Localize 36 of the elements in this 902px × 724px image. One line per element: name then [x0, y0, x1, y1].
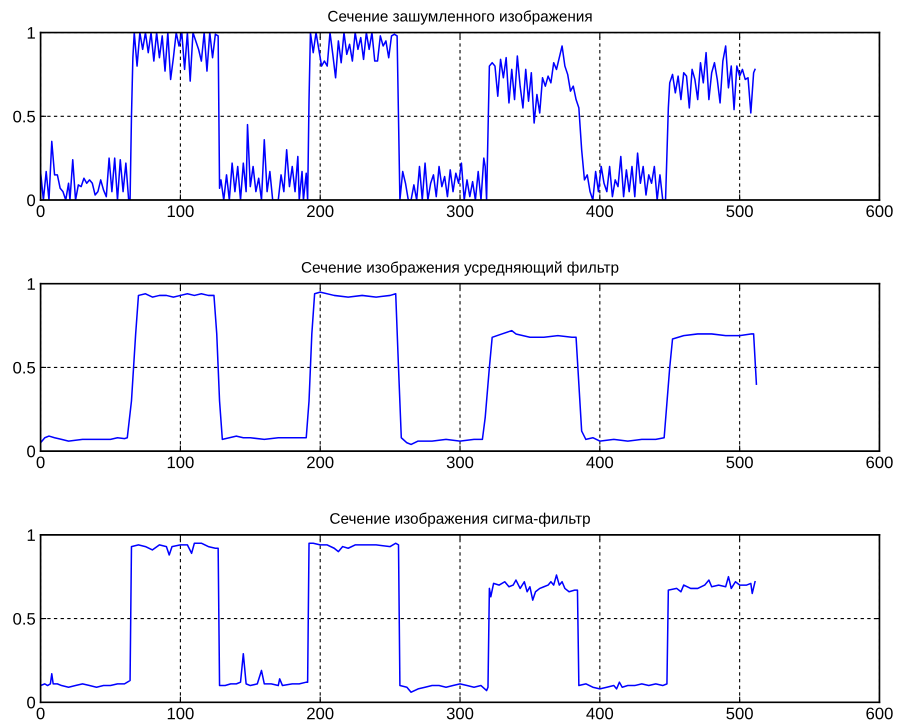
- x-tick-label: 0: [36, 708, 45, 720]
- chart-title: Сечение изображения усредняющий фильтр: [302, 261, 618, 276]
- y-tick-label: 0.5: [13, 612, 36, 625]
- x-tick-label: 200: [307, 708, 334, 720]
- y-tick-label: 0: [27, 446, 36, 458]
- y-tick-label: 1: [28, 27, 35, 39]
- y-tick-label: 0.5: [13, 110, 36, 122]
- x-tick-label: 400: [586, 205, 614, 218]
- x-tick-label: 500: [726, 456, 753, 468]
- x-tick-label: 400: [586, 456, 614, 468]
- x-tick-label: 0: [36, 456, 45, 468]
- chart-title: Сечение зашумленного изображения: [328, 10, 592, 25]
- line-series: [40, 542, 756, 693]
- y-tick-label: 1: [28, 529, 35, 541]
- line-series: [40, 32, 756, 200]
- x-tick-label: 500: [726, 205, 753, 218]
- x-tick-label: 600: [866, 456, 893, 468]
- x-tick-label: 300: [446, 708, 474, 720]
- y-tick-label: 0: [27, 194, 36, 206]
- x-tick-label: 300: [446, 205, 474, 218]
- x-tick-label: 400: [586, 708, 614, 720]
- x-tick-label: 0: [36, 205, 45, 218]
- x-tick-label: 100: [168, 205, 194, 218]
- x-tick-label: 100: [168, 456, 194, 468]
- y-tick-label: 0.5: [13, 362, 36, 374]
- x-tick-label: 600: [866, 205, 893, 218]
- chart-title: Сечение изображения сигма-фильтр: [330, 512, 590, 527]
- line-series: [40, 291, 758, 446]
- x-tick-label: 200: [307, 205, 334, 218]
- x-tick-label: 200: [307, 456, 334, 468]
- x-tick-label: 500: [726, 708, 753, 720]
- x-tick-label: 300: [446, 456, 474, 468]
- x-tick-label: 100: [168, 708, 194, 720]
- x-tick-label: 600: [866, 708, 893, 720]
- y-tick-label: 0: [27, 696, 36, 708]
- y-tick-label: 1: [28, 278, 35, 290]
